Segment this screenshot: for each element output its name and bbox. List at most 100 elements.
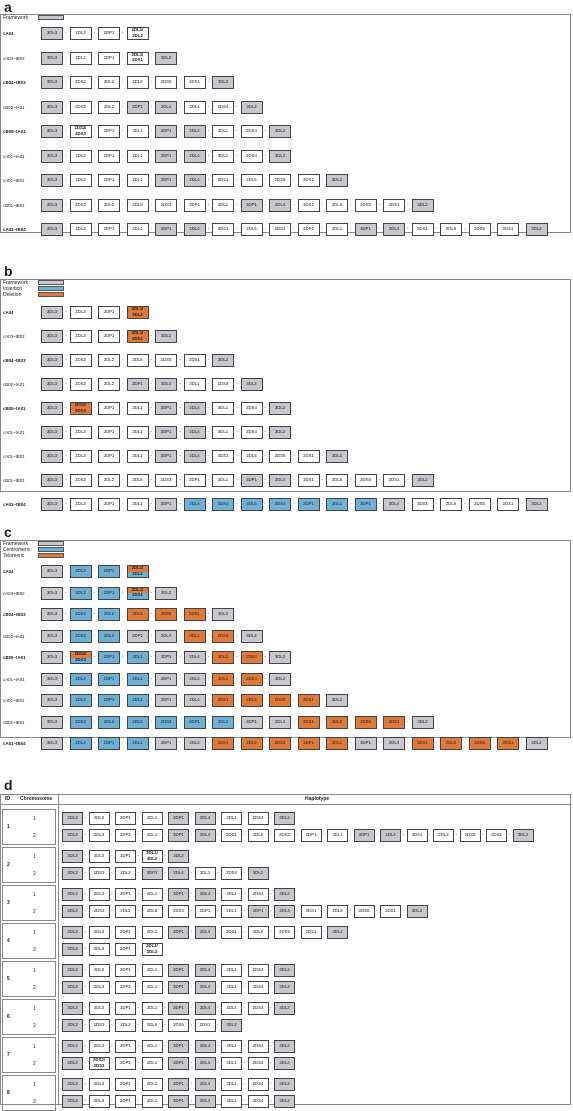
gene-box: 2DS2/2DS3	[69, 125, 92, 138]
gene-box: 3DP1	[168, 1040, 189, 1053]
connector-dash: -	[296, 929, 299, 935]
gene-box-bottom: 3DL2	[146, 855, 158, 861]
haplotype-label: cB04~tB03	[3, 358, 26, 363]
gene-box: 2DS1	[297, 694, 320, 707]
connector-dash: -	[150, 54, 153, 61]
legend-label: Framework	[3, 541, 29, 547]
gene-box: 2DL5	[240, 737, 263, 750]
gene-box: 3DL2	[155, 51, 177, 65]
gene-box: 2DP1	[297, 498, 320, 511]
gene-box: 2DS1	[183, 608, 206, 621]
individual-block	[2, 923, 56, 959]
connector-dash: -	[111, 870, 113, 876]
gene-box: 2DL2	[98, 378, 120, 391]
individual-block	[2, 1037, 56, 1073]
connector-dash: -	[137, 929, 140, 935]
gene-box: 2DL2	[98, 76, 120, 89]
connector-dash: -	[407, 226, 409, 232]
gene-box: 2DL3	[69, 174, 92, 187]
haplotype-label: cA01~tB01	[3, 698, 25, 703]
haplotype-label: cB02~tA01	[3, 633, 25, 639]
gene-box: 3DP1	[155, 149, 177, 163]
gene-box: 2DL1	[126, 498, 149, 511]
individual-block	[2, 809, 56, 845]
gene-box: 2DL1	[221, 905, 242, 918]
gene-box: 3DL2	[240, 378, 263, 391]
gene-box-bottom: 2DS1	[127, 58, 148, 64]
gene-box: 2DS5	[354, 715, 377, 729]
gene-box: 2DP1	[98, 498, 120, 511]
gene-box: 2DL3	[69, 330, 92, 343]
gene-box: 2DL1	[126, 174, 149, 187]
gene-box: 2DL4	[168, 867, 189, 880]
connector-dash: -	[270, 1060, 272, 1066]
gene-box: 2DL3	[69, 426, 92, 439]
connector-dash: -	[236, 429, 238, 435]
gene-box: 3DS1	[300, 905, 322, 918]
connector-dash: -	[164, 832, 166, 838]
connector-dash: -	[65, 740, 67, 746]
connector-dash: -	[264, 740, 267, 746]
gene-box: 2DS5	[269, 694, 291, 707]
gene-box: 3DP1	[168, 1057, 189, 1070]
connector-dash: -	[122, 405, 124, 411]
chromosome-label: 1	[33, 892, 36, 898]
gene-box: 2DL5	[440, 223, 462, 236]
gene-box: 2DP1	[98, 450, 120, 463]
gene-box: 2DP1	[98, 402, 120, 415]
gene-box: 3DL1	[221, 1002, 242, 1015]
connector-dash: -	[270, 1043, 272, 1049]
connector-dash: -	[378, 477, 381, 483]
haplotype-label: cB02~tA01	[3, 382, 25, 387]
connector-dash: -	[122, 201, 124, 208]
gene-box: 3DP1	[168, 829, 189, 842]
gene-box: 2DP1	[115, 943, 136, 956]
gene-box: 3DL3	[62, 1002, 83, 1015]
gene-box: 3DP1	[240, 474, 263, 487]
column-header-chromosome: Chromosome	[20, 796, 53, 802]
panel-letter-a: a	[4, 0, 12, 15]
gene-box: 2DS4	[240, 149, 263, 163]
connector-dash: -	[321, 201, 324, 208]
legend-swatch	[38, 553, 64, 558]
haplotype-label: cB05~tA01	[3, 129, 26, 134]
haplotype-label: cA01~tA01	[3, 153, 25, 159]
gene-box: 2DS4	[240, 672, 263, 686]
individual-id: 7	[7, 1052, 10, 1058]
connector-dash: -	[179, 201, 181, 208]
connector-dash: -	[65, 128, 67, 134]
connector-dash: -	[350, 740, 352, 746]
gene-box: 2DL1	[327, 829, 348, 842]
individual-id: 3	[7, 900, 10, 906]
gene-box: 2DL1	[326, 498, 348, 511]
connector-dash: -	[111, 853, 113, 859]
connector-dash: -	[350, 477, 352, 483]
gene-box: 2DL4	[194, 1057, 216, 1070]
gene-box-top: 2DS2/	[70, 126, 91, 132]
connector-dash: -	[293, 740, 295, 746]
gene-box: 3DL2	[274, 1040, 295, 1053]
gene-box: 2DL1	[126, 426, 149, 439]
connector-dash: -	[150, 128, 153, 134]
connector-dash: -	[207, 453, 210, 459]
gene-box-top: 2DL1/	[127, 52, 148, 58]
haplotype-label: cB02~tA01	[3, 104, 25, 110]
connector-dash: -	[122, 381, 124, 387]
header-separator	[0, 804, 571, 805]
gene-box: 2DS3	[269, 737, 291, 750]
connector-dash: -	[190, 1022, 193, 1028]
chromosome-label: 2	[33, 1023, 36, 1029]
connector-dash: -	[236, 675, 238, 682]
gene-box-top: 2DS2/	[70, 652, 91, 658]
connector-dash: -	[407, 740, 409, 746]
connector-dash: -	[270, 967, 272, 973]
gene-box: 3DP1	[354, 223, 377, 236]
gene-box: 2DL4	[183, 149, 206, 163]
gene-box: 2DL1	[326, 737, 348, 750]
connector-dash: -	[207, 226, 210, 232]
connector-dash: -	[84, 946, 87, 952]
gene-box: 2DP1	[98, 174, 120, 187]
connector-dash: -	[93, 381, 96, 387]
haplotype-label: cB01~tB01	[3, 478, 25, 483]
connector-dash: -	[264, 405, 267, 411]
